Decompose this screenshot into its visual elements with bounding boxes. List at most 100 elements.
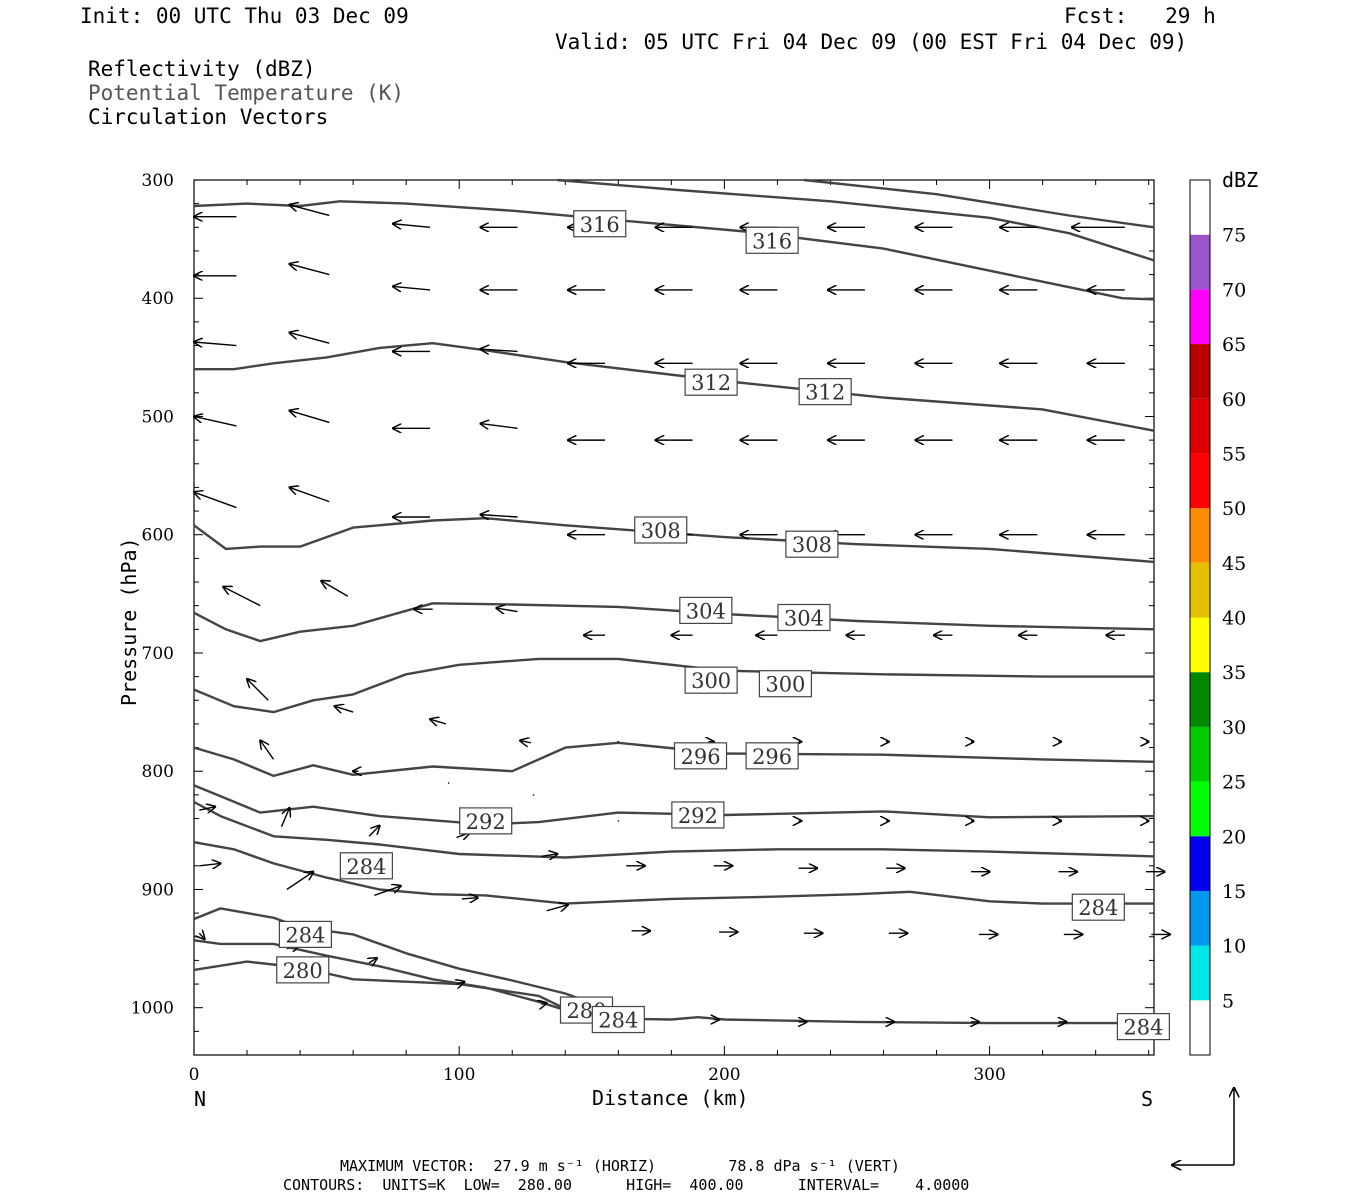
- circulation-vector: [541, 854, 557, 856]
- contour-label-312: 312: [691, 371, 731, 395]
- contour-line-312: [194, 342, 1155, 432]
- contour-label-316: 316: [580, 213, 620, 237]
- contour-label-box: [634, 516, 688, 544]
- circulation-vector: [447, 782, 450, 784]
- contour-label-box: [459, 807, 513, 835]
- contour-label-box: [673, 742, 728, 770]
- contour-line-308: [193, 517, 1155, 564]
- circulation-vector: [480, 515, 518, 517]
- colorbar-bin: [1190, 234, 1210, 290]
- reference-vector-icon: [1172, 1088, 1234, 1165]
- contour-label-308: 308: [792, 533, 832, 557]
- colorbar-tick-label: 60: [1222, 389, 1246, 411]
- circulation-vector: [260, 740, 275, 760]
- contour-label-box: [1116, 1013, 1170, 1041]
- contour-label-308: 308: [641, 519, 681, 543]
- contour-label-box: [777, 603, 831, 632]
- circulation-vector: [289, 264, 330, 276]
- x-tick-label: 100: [443, 1065, 475, 1085]
- forecast-hour: Fcst: 29 h: [1064, 4, 1216, 28]
- x-tick-label: 0: [189, 1065, 200, 1085]
- y-tick-label: 400: [142, 289, 174, 309]
- max-vector-note: MAXIMUM VECTOR: 27.9 m s⁻¹ (HORIZ) 78.8 …: [340, 1157, 900, 1175]
- colorbar-bin: [1190, 890, 1210, 946]
- contour-label-304: 304: [686, 599, 726, 623]
- valid-time: Valid: 05 UTC Fri 04 Dec 09 (00 EST Fri …: [555, 30, 1188, 54]
- circulation-vector: [368, 826, 380, 837]
- circulation-vector: [223, 587, 261, 607]
- init-time: Init: 00 UTC Thu 03 Dec 09: [80, 4, 409, 28]
- colorbar-tick-label: 30: [1222, 717, 1246, 739]
- contour-label-box: [278, 920, 332, 948]
- colorbar-tick-label: 20: [1222, 826, 1246, 848]
- circulation-vector: [286, 872, 314, 891]
- contour-label-box: [758, 670, 812, 698]
- circulation-vector: [194, 492, 237, 509]
- contour-label-304: 304: [784, 607, 824, 631]
- circulation-vector: [457, 982, 465, 984]
- circulation-vector: [480, 349, 518, 351]
- contour-line-300: [193, 657, 1154, 714]
- colorbar-tick-label: 75: [1222, 225, 1246, 247]
- y-tick-label: 700: [142, 644, 174, 664]
- contour-label-box: [679, 596, 733, 625]
- contour-label-280: 280: [283, 959, 323, 983]
- colorbar-bin: [1190, 562, 1210, 618]
- y-tick-label: 1000: [131, 999, 174, 1019]
- circulation-vector: [199, 807, 215, 811]
- colorbar-bin: [1190, 945, 1210, 1001]
- colorbar-tick-label: 25: [1222, 772, 1246, 794]
- circulation-vector: [532, 794, 535, 796]
- circulation-vector: [335, 706, 354, 712]
- colorbar-tick-label: 65: [1222, 334, 1246, 356]
- plot-frame: [193, 179, 1155, 1056]
- y-tick-label: 900: [142, 880, 174, 900]
- circulation-vector: [496, 608, 518, 612]
- field-potential-temperature: Potential Temperature (K): [88, 81, 405, 105]
- circulation-vector: [541, 1003, 546, 1004]
- contour-label-300: 300: [765, 673, 805, 697]
- circulation-vector: [199, 863, 220, 865]
- field-circulation-vectors: Circulation Vectors: [88, 105, 329, 129]
- colorbar-tick-label: 45: [1222, 553, 1246, 575]
- colorbar-frame: [1189, 179, 1211, 1056]
- circulation-vector: [430, 719, 447, 724]
- contour-line-288: [193, 800, 1155, 859]
- x-tick-label: 300: [973, 1065, 1005, 1085]
- colorbar-tick-label: 70: [1222, 279, 1246, 301]
- colorbar-tick-label: 50: [1222, 498, 1246, 520]
- contour-label-284: 284: [1078, 896, 1118, 920]
- circulation-vector: [289, 205, 330, 217]
- contour-line-320: [557, 178, 1155, 262]
- contour-label-box: [745, 742, 799, 770]
- colorbar-bin: [1190, 344, 1210, 399]
- circulation-vector: [289, 487, 330, 503]
- contour-label-box: [745, 226, 799, 254]
- circulation-vector: [321, 581, 349, 597]
- contour-info-note: CONTOURS: UNITS=K LOW= 280.00 HIGH= 400.…: [283, 1176, 970, 1194]
- x-end-label-north: N: [194, 1087, 207, 1111]
- contour-line-296: [193, 741, 1155, 778]
- contour-label-box: [684, 368, 738, 396]
- colorbar-bin: [1190, 398, 1210, 454]
- contour-label-296: 296: [752, 745, 792, 769]
- circulation-vector: [393, 224, 431, 228]
- contour-label-284: 284: [598, 1009, 638, 1033]
- y-tick-label: 600: [142, 526, 174, 546]
- circulation-vector: [617, 820, 620, 822]
- circulation-vector: [546, 905, 568, 911]
- x-end-label-south: S: [1141, 1087, 1154, 1111]
- contour-label-300: 300: [691, 669, 731, 693]
- field-reflectivity: Reflectivity (dBZ): [88, 57, 316, 81]
- colorbar-bin: [1190, 617, 1210, 673]
- circulation-vector: [374, 886, 401, 897]
- colorbar-bin: [1190, 508, 1210, 563]
- x-axis-title: Distance (km): [592, 1086, 749, 1110]
- contour-line-284: [193, 907, 593, 1005]
- colorbar-bin: [1190, 672, 1210, 727]
- circulation-vector: [617, 740, 620, 743]
- colorbar-bin: [1190, 836, 1210, 891]
- contour-label-292: 292: [678, 804, 718, 828]
- contour-line-280: [193, 960, 572, 1013]
- contour-label-box: [573, 210, 627, 238]
